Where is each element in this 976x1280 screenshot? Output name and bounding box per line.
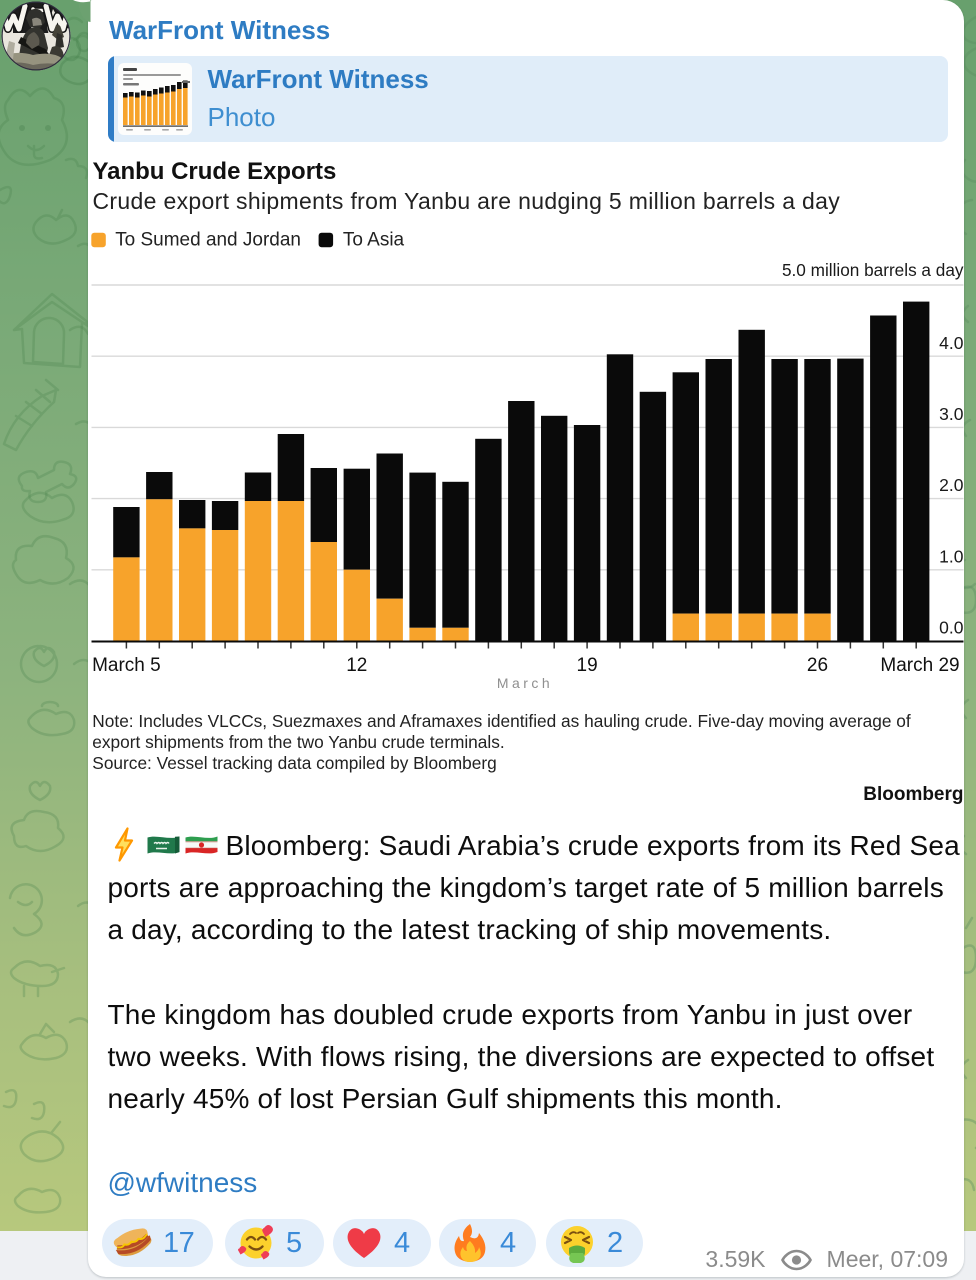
svg-text:3.0: 3.0 [939, 404, 963, 424]
svg-text:12: 12 [346, 655, 367, 676]
svg-text:Bloomberg: Bloomberg [863, 784, 963, 805]
svg-text:19: 19 [577, 655, 598, 676]
svg-text:26: 26 [807, 655, 828, 676]
svg-text:2.0: 2.0 [939, 475, 963, 495]
svg-text:March: March [497, 675, 553, 691]
svg-text:export shipments from the two: export shipments from the two Yanbu crud… [92, 732, 504, 752]
svg-text:Note: Includes VLCCs, Suezmaxe: Note: Includes VLCCs, Suezmaxes and Afra… [92, 711, 911, 731]
svg-text:0.0: 0.0 [939, 618, 963, 638]
svg-text:March 29: March 29 [880, 655, 959, 676]
svg-text:4.0: 4.0 [939, 333, 963, 353]
svg-text:To Sumed and Jordan: To Sumed and Jordan [115, 229, 301, 250]
svg-text:To Asia: To Asia [343, 229, 405, 250]
svg-text:Source: Vessel tracking data c: Source: Vessel tracking data compiled by… [92, 753, 496, 773]
svg-text:5.0 million barrels a day: 5.0 million barrels a day [782, 260, 964, 280]
svg-text:March 5: March 5 [92, 655, 161, 676]
svg-text:Crude export shipments from Ya: Crude export shipments from Yanbu are nu… [92, 188, 840, 214]
svg-text:1.0: 1.0 [939, 546, 963, 566]
svg-text:Yanbu Crude Exports: Yanbu Crude Exports [92, 158, 336, 185]
